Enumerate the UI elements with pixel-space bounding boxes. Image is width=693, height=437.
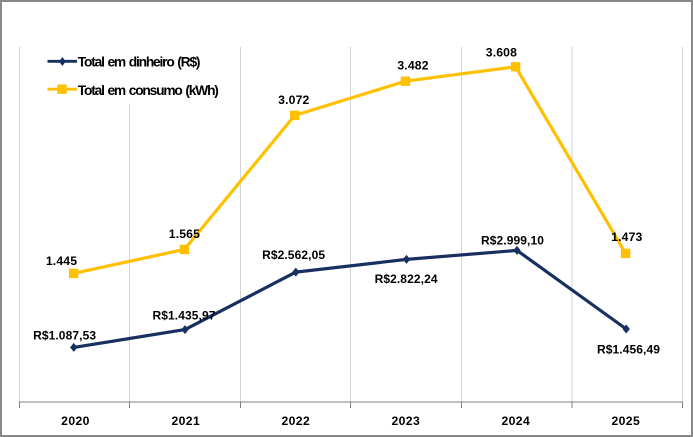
svg-text:3.072: 3.072 xyxy=(278,93,309,107)
svg-text:3.482: 3.482 xyxy=(397,59,428,73)
svg-text:Total em consumo (kWh): Total em consumo (kWh) xyxy=(78,83,219,98)
svg-text:R$1.435,97: R$1.435,97 xyxy=(152,308,215,322)
svg-text:R$2.822,24: R$2.822,24 xyxy=(375,272,438,286)
svg-text:1.445: 1.445 xyxy=(46,254,77,268)
svg-text:R$2.999,10: R$2.999,10 xyxy=(481,234,544,248)
svg-text:2023: 2023 xyxy=(391,414,420,428)
svg-text:2021: 2021 xyxy=(171,414,200,428)
svg-text:3.608: 3.608 xyxy=(486,45,517,59)
svg-text:R$2.562,05: R$2.562,05 xyxy=(262,248,325,262)
svg-text:2025: 2025 xyxy=(611,414,640,428)
svg-text:2022: 2022 xyxy=(281,414,310,428)
svg-text:R$1.087,53: R$1.087,53 xyxy=(33,328,96,342)
svg-text:Total em dinheiro (R$): Total em dinheiro (R$) xyxy=(78,54,200,69)
svg-text:2020: 2020 xyxy=(61,414,90,428)
svg-text:1.565: 1.565 xyxy=(169,227,200,241)
svg-text:R$1.456,49: R$1.456,49 xyxy=(597,342,660,356)
svg-text:1.473: 1.473 xyxy=(611,230,642,244)
svg-text:2024: 2024 xyxy=(501,414,530,428)
